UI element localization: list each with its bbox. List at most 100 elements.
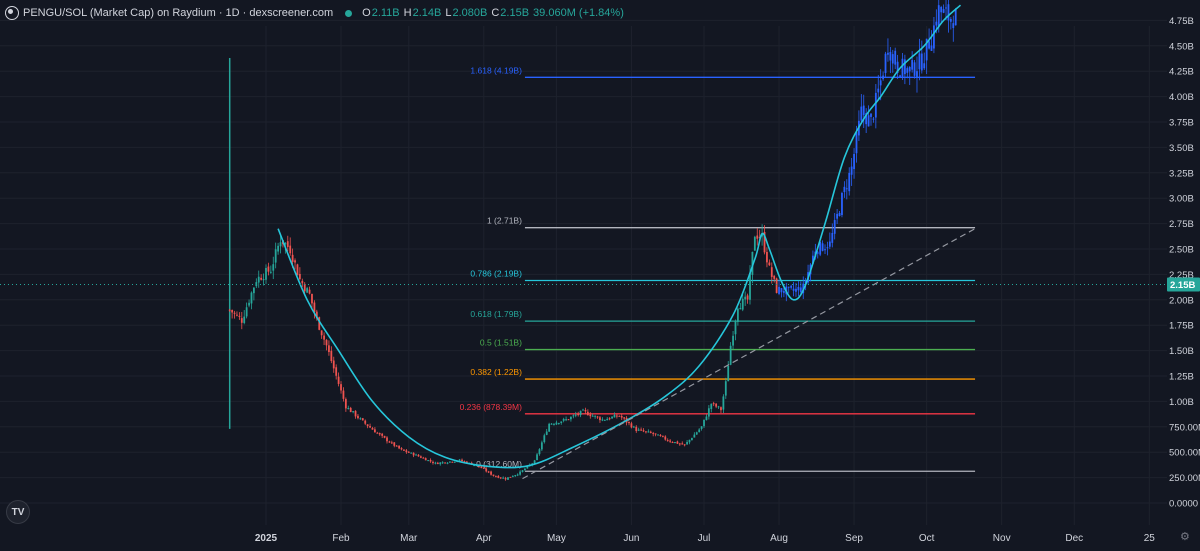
candle-body	[715, 403, 718, 407]
candle-body	[548, 423, 551, 432]
y-tick-label: 3.50B	[1169, 143, 1194, 154]
x-tick-label: 25	[1144, 533, 1156, 544]
candle-body	[398, 445, 400, 449]
candle-body	[361, 418, 364, 421]
candle-body	[678, 443, 681, 445]
gear-icon[interactable]: ⚙	[1180, 531, 1190, 543]
candle-body	[703, 419, 705, 427]
candle-body	[451, 461, 454, 463]
last-price-label: 2.15B	[1170, 280, 1195, 291]
candle-body	[751, 251, 754, 275]
candle-body	[874, 92, 877, 118]
tradingview-logo-icon[interactable]: TV	[6, 500, 30, 524]
candle-body	[562, 419, 565, 421]
candle-body	[318, 317, 321, 330]
pair-logo-icon	[5, 6, 19, 20]
last-price-tag: 2.15B	[1167, 277, 1200, 292]
candle-body	[753, 236, 756, 251]
candle-body	[354, 410, 357, 417]
candle-body	[267, 266, 270, 272]
candle-body	[669, 440, 672, 442]
candle-body	[608, 418, 611, 420]
candle-body	[882, 75, 884, 80]
fib-level-label: 1 (2.71B)	[487, 216, 522, 226]
candle-body	[949, 19, 952, 22]
candle-body	[393, 442, 396, 446]
candle-body	[916, 71, 918, 78]
candle-body	[315, 311, 318, 319]
candle-body	[596, 416, 599, 418]
candle-body	[833, 220, 836, 234]
candle-body	[906, 68, 909, 73]
x-tick-label: Sep	[845, 533, 863, 544]
close-label: C	[491, 7, 500, 19]
candle-body	[732, 335, 734, 346]
fib-level-label: 0 (312.60M)	[476, 459, 522, 469]
trendline[interactable]	[522, 228, 976, 480]
candle-body	[557, 423, 560, 425]
candle-body	[775, 278, 778, 293]
y-tick-label: 4.25B	[1169, 67, 1194, 78]
fibonacci-retracement[interactable]: 1.618 (4.19B) 1 (2.71B) 0.786 (2.19B) 0.618…	[460, 65, 976, 472]
y-tick-label: 1.50B	[1169, 346, 1194, 357]
candle-body	[637, 429, 640, 431]
candle-body	[337, 376, 340, 384]
candle-body	[364, 420, 367, 424]
candle-body	[945, 7, 947, 9]
candle-body	[458, 459, 461, 461]
candle-body	[720, 407, 722, 411]
candle-body	[272, 264, 275, 271]
candle-body	[657, 434, 659, 436]
y-tick-label: 1.75B	[1169, 321, 1194, 332]
candle-body	[499, 477, 502, 479]
candle-body	[511, 476, 514, 478]
candle-body	[274, 249, 277, 263]
candle-body	[928, 41, 930, 49]
candle-body	[611, 416, 613, 419]
y-tick-label: 4.75B	[1169, 16, 1194, 27]
candle-body	[417, 454, 420, 457]
y-tick-label: 750.00M	[1169, 422, 1200, 433]
candle-body	[717, 406, 720, 408]
candle-body	[301, 280, 304, 284]
candle-body	[567, 419, 570, 421]
candle-body	[654, 433, 657, 435]
candle-body	[490, 471, 492, 475]
candle-body	[330, 350, 333, 362]
candle-body	[739, 307, 742, 310]
candle-body	[446, 462, 449, 464]
candle-body	[930, 45, 933, 51]
candle-body	[824, 249, 826, 251]
candle-body	[303, 283, 306, 292]
candle-body	[848, 172, 851, 192]
candle-body	[591, 415, 594, 417]
candle-body	[260, 277, 263, 280]
candle-body	[574, 414, 577, 416]
candle-body	[889, 52, 892, 61]
candle-body	[659, 435, 662, 437]
candle-body	[681, 443, 684, 445]
candle-body	[323, 335, 325, 340]
time-axis[interactable]: 2025 Feb Mar Apr May Jun Jul Aug Sep Oct Nov Dec 25	[255, 533, 1155, 544]
chart-header: PENGU/SOL (Market Cap) on Raydium · 1D ·…	[0, 0, 628, 26]
candle-body	[710, 403, 713, 410]
candle-body	[640, 429, 642, 431]
candle-body	[405, 450, 408, 453]
candle-body	[606, 418, 609, 421]
candle-body	[463, 461, 466, 463]
x-tick-label: Dec	[1065, 533, 1083, 544]
moving-average-line	[277, 4, 962, 469]
candle-body	[407, 451, 410, 453]
market-status-icon	[345, 9, 353, 17]
candle-body	[439, 462, 442, 465]
price-axis[interactable]: 4.75B 4.50B 4.25B 4.00B 3.75B 3.50B 3.25B 3.00B…	[1168, 0, 1200, 551]
candle-body	[812, 255, 814, 264]
candle-body	[671, 442, 674, 444]
candle-body	[516, 474, 519, 476]
candle-body	[831, 232, 834, 243]
candle-body	[676, 441, 679, 444]
y-tick-label: 2.75B	[1169, 219, 1194, 230]
candle-body	[645, 431, 647, 433]
